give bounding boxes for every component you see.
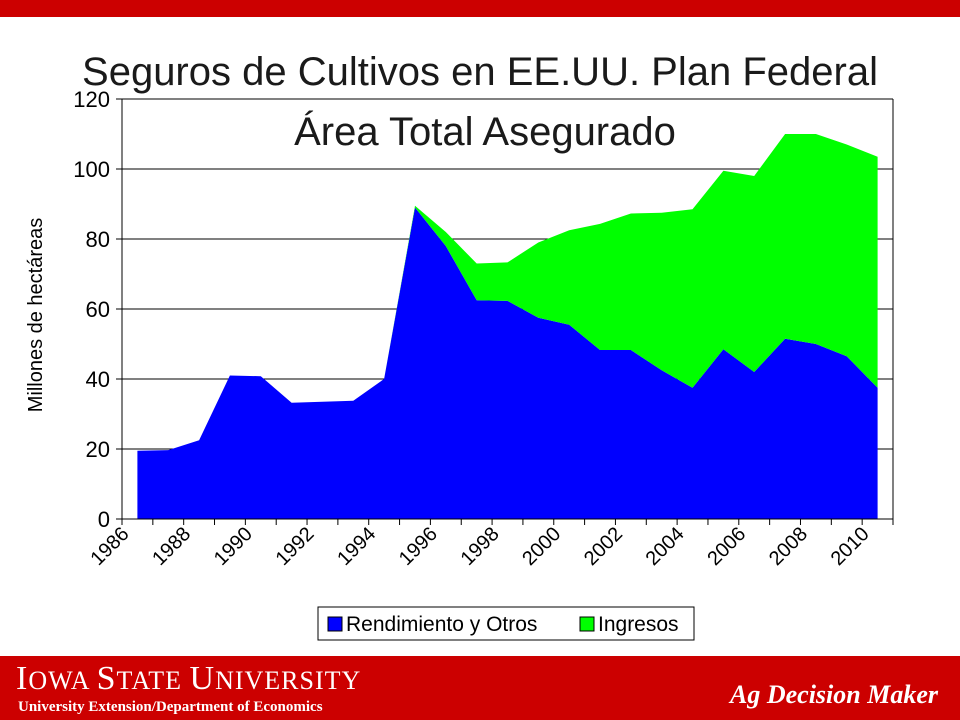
brand-label: Ag Decision Maker xyxy=(730,680,938,709)
x-tick-label: 1990 xyxy=(210,523,257,570)
top-accent-bar xyxy=(0,0,960,17)
x-tick-label: 2010 xyxy=(827,523,874,570)
legend-box xyxy=(317,606,695,641)
x-tick-label: 2000 xyxy=(518,523,565,570)
area-chart: 0 20 40 60 80 100 120 1986 1988 1990 1992 1994 1996 1… xyxy=(25,87,894,641)
slide-title-line-1: Seguros de Cultivos en EE.UU. Plan Feder… xyxy=(82,50,878,94)
y-tick-label: 40 xyxy=(86,367,110,392)
y-tick-label: 80 xyxy=(86,227,110,252)
x-tick-label: 2006 xyxy=(703,523,750,570)
x-tick-label: 1988 xyxy=(148,523,195,570)
legend-label-1: Rendimiento y Otros xyxy=(346,613,537,636)
y-axis-title: Millones de hectáreas xyxy=(25,218,47,413)
legend-label-2: Ingresos xyxy=(598,613,679,636)
university-logo: IOWA STATE UNIVERSITY xyxy=(16,660,362,697)
department-label: University Extension/Department of Econo… xyxy=(18,699,323,715)
series-area-2 xyxy=(137,134,878,451)
y-tick-label: 0 xyxy=(98,507,110,532)
x-tick-label: 1998 xyxy=(457,523,504,570)
x-tick-label: 2002 xyxy=(580,523,627,570)
x-tick-label: 1992 xyxy=(272,523,319,570)
y-tick-label: 60 xyxy=(86,297,110,322)
y-tick-label: 100 xyxy=(73,157,110,182)
legend-swatch-2 xyxy=(579,616,595,632)
x-tick-label: 2008 xyxy=(765,523,812,570)
x-tick-label: 1996 xyxy=(395,523,442,570)
x-tick-label: 2004 xyxy=(642,523,689,570)
x-tick-label: 1986 xyxy=(87,523,134,570)
x-tick-label: 1994 xyxy=(333,523,380,570)
y-tick-label: 20 xyxy=(86,437,110,462)
legend-swatch-1 xyxy=(327,616,343,632)
y-tick-label: 120 xyxy=(73,87,110,112)
slide-title-line-2: Área Total Asegurado xyxy=(275,110,695,159)
series-area-1 xyxy=(137,207,878,519)
footer-bar xyxy=(0,656,960,720)
